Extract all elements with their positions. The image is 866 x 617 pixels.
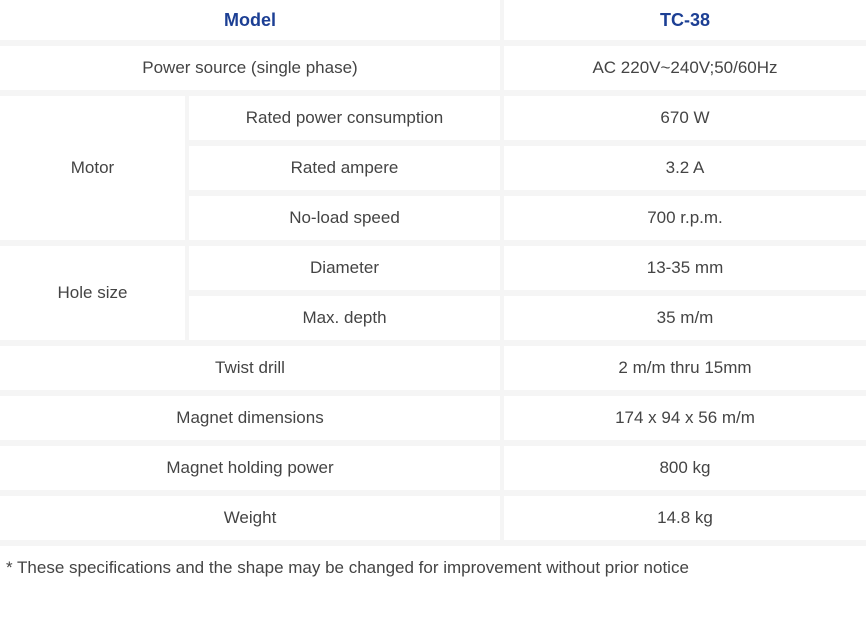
spec-value: 35 m/m: [500, 296, 866, 346]
specifications-footnote: * These specifications and the shape may…: [0, 546, 866, 578]
spec-label: Max. depth: [185, 296, 500, 346]
spec-label: Magnet holding power: [0, 446, 500, 496]
table-row: Hole size Diameter 13-35 mm: [0, 246, 866, 296]
spec-label: No-load speed: [185, 196, 500, 246]
spec-group-label: Motor: [0, 96, 185, 246]
spec-value: 800 kg: [500, 446, 866, 496]
header-value-label: TC-38: [500, 0, 866, 46]
spec-value: 3.2 A: [500, 146, 866, 196]
spec-label: Weight: [0, 496, 500, 546]
table-header-row: Model TC-38: [0, 0, 866, 46]
table-row: Magnet dimensions 174 x 94 x 56 m/m: [0, 396, 866, 446]
spec-value: 13-35 mm: [500, 246, 866, 296]
spec-label: Rated ampere: [185, 146, 500, 196]
spec-group-label: Hole size: [0, 246, 185, 346]
spec-label: Diameter: [185, 246, 500, 296]
spec-label: Power source (single phase): [0, 46, 500, 96]
table-row: Power source (single phase) AC 220V~240V…: [0, 46, 866, 96]
table-row: Weight 14.8 kg: [0, 496, 866, 546]
spec-value: 700 r.p.m.: [500, 196, 866, 246]
spec-value: 2 m/m thru 15mm: [500, 346, 866, 396]
table-row: Motor Rated power consumption 670 W: [0, 96, 866, 146]
spec-label: Twist drill: [0, 346, 500, 396]
table-row: Magnet holding power 800 kg: [0, 446, 866, 496]
spec-value: 14.8 kg: [500, 496, 866, 546]
header-model-label: Model: [0, 0, 500, 46]
spec-value: 174 x 94 x 56 m/m: [500, 396, 866, 446]
spec-label: Rated power consumption: [185, 96, 500, 146]
specifications-table: Model TC-38 Power source (single phase) …: [0, 0, 866, 546]
spec-value: 670 W: [500, 96, 866, 146]
table-row: Twist drill 2 m/m thru 15mm: [0, 346, 866, 396]
spec-label: Magnet dimensions: [0, 396, 500, 446]
spec-value: AC 220V~240V;50/60Hz: [500, 46, 866, 96]
